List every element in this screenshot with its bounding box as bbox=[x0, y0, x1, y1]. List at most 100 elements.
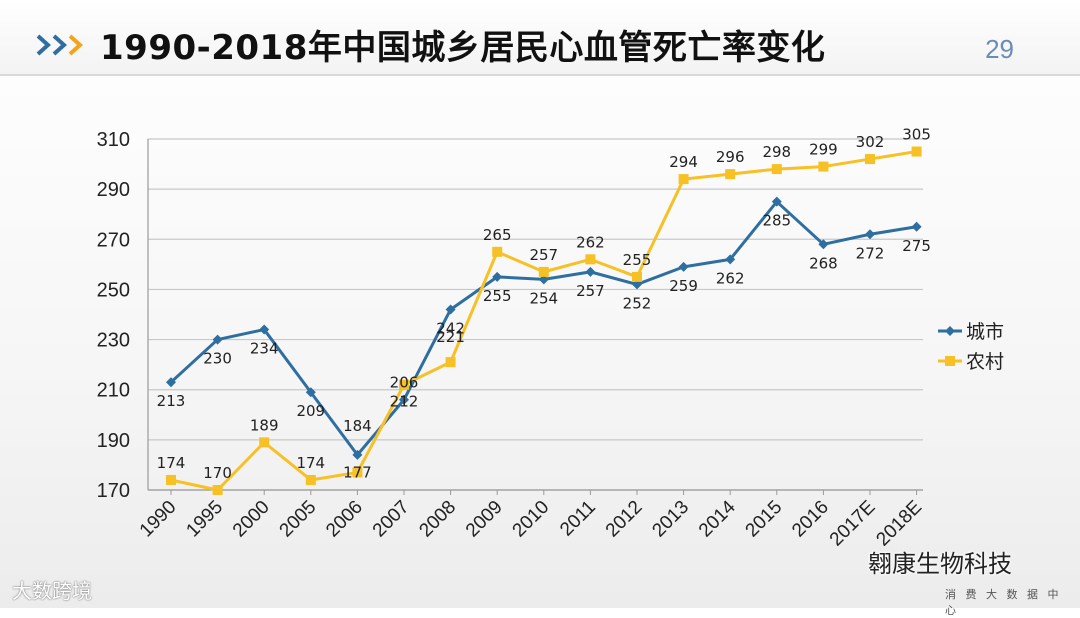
data-point-rural bbox=[305, 474, 316, 485]
data-label-rural: 212 bbox=[390, 393, 419, 411]
data-point-urban bbox=[632, 279, 642, 290]
y-tick-label: 210 bbox=[97, 380, 130, 402]
grid-lines bbox=[147, 138, 923, 491]
x-tick-label: 2008 bbox=[415, 497, 460, 542]
data-label-urban: 272 bbox=[856, 244, 885, 262]
data-labels: 213 230 234 209 184 206 242 255 254 257 252 259 262 2… bbox=[157, 126, 931, 482]
x-tick-label: 2000 bbox=[229, 497, 274, 542]
x-tick-label: 2018E bbox=[872, 497, 926, 551]
data-label-rural: 262 bbox=[576, 233, 605, 251]
data-label-urban: 230 bbox=[203, 350, 232, 368]
data-label-urban: 206 bbox=[390, 374, 419, 392]
x-tick-label: 2012 bbox=[602, 497, 647, 542]
y-tick-label: 290 bbox=[97, 179, 130, 201]
y-tick-label: 310 bbox=[97, 129, 130, 151]
data-point-urban bbox=[259, 324, 270, 335]
y-tick-label: 230 bbox=[97, 330, 130, 352]
data-point-rural bbox=[771, 164, 782, 175]
data-point-urban bbox=[166, 377, 176, 388]
y-tick-label: 190 bbox=[97, 430, 130, 452]
y-tick-label: 250 bbox=[97, 279, 130, 301]
data-point-urban bbox=[818, 239, 829, 250]
data-label-urban: 275 bbox=[902, 237, 931, 255]
data-point-rural bbox=[212, 485, 223, 495]
x-axis-ticks: 1990 1995 2000 2005 2006 2007 2008 2009 2010 2011… bbox=[136, 490, 926, 550]
data-label-urban: 285 bbox=[762, 212, 791, 230]
chevrons-icon bbox=[36, 34, 83, 56]
slide-header: 1990-2018年中国城乡居民心血管死亡率变化 29 bbox=[0, 0, 1080, 76]
data-label-urban: 234 bbox=[250, 340, 279, 358]
data-label-urban: 257 bbox=[576, 282, 605, 300]
data-point-urban bbox=[212, 334, 223, 345]
x-tick-label: 2010 bbox=[509, 497, 554, 542]
watermark-right: 翱康生物科技 bbox=[868, 550, 1012, 578]
data-label-urban: 252 bbox=[623, 294, 652, 312]
data-point-rural bbox=[911, 146, 922, 157]
legend-label: 农村 bbox=[966, 351, 1004, 373]
x-tick-label: 2014 bbox=[695, 496, 740, 541]
series-markers bbox=[166, 146, 922, 495]
x-tick-label: 1995 bbox=[182, 497, 227, 542]
data-label-urban: 213 bbox=[157, 392, 186, 410]
x-tick-label: 2006 bbox=[322, 497, 367, 542]
data-label-urban: 254 bbox=[529, 289, 558, 307]
data-label-urban: 259 bbox=[669, 277, 698, 295]
series-line-rural bbox=[170, 150, 917, 492]
data-point-rural bbox=[725, 169, 736, 180]
data-point-urban bbox=[305, 387, 316, 398]
data-label-urban: 262 bbox=[716, 269, 745, 287]
data-label-urban: 242 bbox=[436, 319, 465, 337]
data-label-rural: 265 bbox=[483, 226, 512, 244]
data-label-rural: 170 bbox=[203, 464, 232, 482]
data-label-rural: 294 bbox=[669, 153, 698, 171]
data-label-rural: 296 bbox=[716, 148, 745, 166]
data-point-rural bbox=[399, 379, 409, 390]
data-point-urban bbox=[585, 266, 596, 277]
watermark-sub: 消 费 大 数 据 中 心 bbox=[945, 588, 1062, 617]
y-tick-label: 170 bbox=[97, 480, 130, 502]
data-point-rural bbox=[445, 357, 456, 368]
data-label-urban: 209 bbox=[296, 402, 325, 420]
data-point-urban bbox=[911, 221, 922, 232]
x-tick-label: 2011 bbox=[556, 497, 600, 541]
data-point-rural bbox=[166, 474, 176, 485]
x-tick-label: 2007 bbox=[369, 497, 414, 542]
data-label-rural: 305 bbox=[902, 126, 931, 144]
data-point-rural bbox=[678, 174, 689, 185]
data-label-rural: 221 bbox=[436, 328, 465, 346]
data-point-rural bbox=[632, 271, 642, 282]
data-point-urban bbox=[678, 261, 689, 272]
x-tick-label: 2005 bbox=[276, 497, 321, 542]
data-label-urban: 184 bbox=[343, 417, 372, 435]
data-point-rural bbox=[492, 246, 503, 257]
legend-marker bbox=[945, 326, 955, 336]
data-point-urban bbox=[352, 449, 363, 460]
data-point-rural bbox=[259, 437, 270, 448]
x-tick-label: 2017E bbox=[826, 497, 880, 551]
page-title: 1990-2018年中国城乡居民心血管死亡率变化 bbox=[100, 28, 826, 68]
data-label-urban: 255 bbox=[483, 287, 512, 305]
data-point-rural bbox=[538, 266, 549, 277]
series-lines bbox=[169, 150, 917, 492]
data-point-rural bbox=[585, 254, 596, 265]
legend-label: 城市 bbox=[966, 321, 1004, 343]
data-label-rural: 299 bbox=[809, 141, 838, 159]
x-tick-label: 2013 bbox=[648, 497, 693, 542]
data-point-rural bbox=[818, 161, 829, 172]
data-label-rural: 298 bbox=[762, 143, 791, 161]
data-label-rural: 174 bbox=[296, 454, 325, 472]
legend-marker bbox=[945, 356, 955, 366]
data-point-rural bbox=[352, 467, 363, 478]
data-label-rural: 257 bbox=[529, 246, 558, 264]
data-label-rural: 255 bbox=[623, 251, 652, 269]
data-label-rural: 302 bbox=[856, 133, 885, 151]
data-point-urban bbox=[399, 394, 409, 405]
data-point-urban bbox=[492, 271, 503, 282]
data-label-rural: 174 bbox=[157, 454, 186, 472]
y-axis-ticks: 170 190 210 230 250 270 290 310 bbox=[97, 129, 130, 502]
data-point-urban bbox=[445, 304, 456, 315]
data-label-urban: 268 bbox=[809, 254, 838, 272]
x-tick-label: 2009 bbox=[462, 497, 507, 542]
